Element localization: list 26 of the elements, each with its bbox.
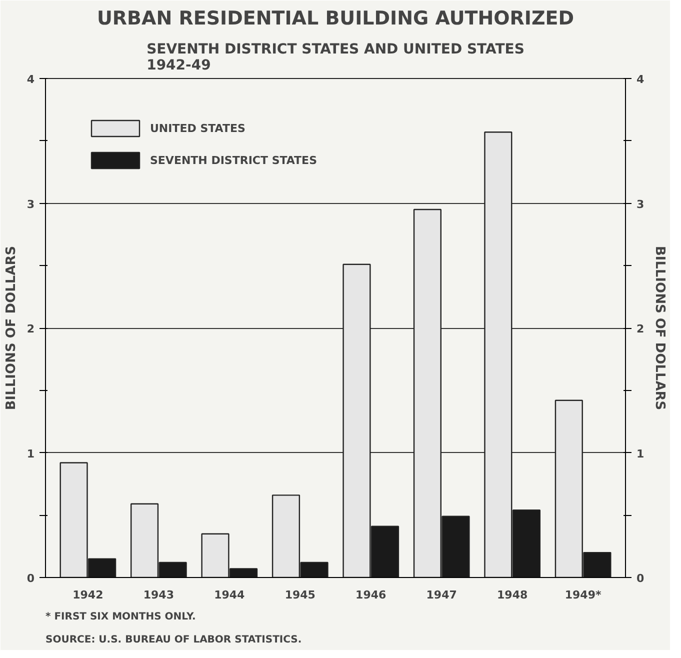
y2-tick-label: 2: [636, 322, 644, 336]
y2-tick-label: 0: [636, 572, 644, 585]
x-tick-label: 1948: [497, 588, 528, 602]
x-tick-label: 1944: [214, 588, 246, 602]
y-tick-label: 1: [26, 447, 34, 460]
y-tick-label: 2: [26, 322, 34, 336]
x-tick-label: 1945: [284, 588, 316, 602]
x-tick-label: 1942: [72, 588, 104, 602]
legend-label: UNITED STATES: [150, 122, 246, 134]
y2-tick-label: 4: [636, 73, 644, 86]
y-tick-label: 3: [26, 198, 34, 211]
chart-subtitle: SEVENTH DISTRICT STATES AND UNITED STATES 1942-49: [146, 42, 524, 74]
legend-label: SEVENTH DISTRICT STATES: [150, 154, 317, 166]
x-tick-label: 1943: [143, 588, 174, 602]
chart-title: URBAN RESIDENTIAL BUILDING AUTHORIZED: [96, 8, 574, 30]
text: * FIRST SIX MONTHS ONLY.: [46, 612, 196, 622]
y2-tick-label: 1: [636, 447, 644, 460]
x-tick-label: 1947: [426, 588, 457, 602]
y2-tick-label: 3: [636, 198, 644, 211]
x-tick-label: 1949*: [564, 588, 602, 602]
source-note: SOURCE: U.S. BUREAU OF LABOR STATISTICS.: [46, 634, 302, 646]
y-tick-label: 0: [26, 572, 35, 585]
y2-axis-title: BILLIONS OF DOLLARS: [652, 246, 668, 410]
y-axis-title: BILLIONS OF DOLLARS: [4, 246, 19, 410]
x-tick-label: 1946: [356, 588, 387, 602]
y-tick-label: 4: [26, 73, 35, 86]
